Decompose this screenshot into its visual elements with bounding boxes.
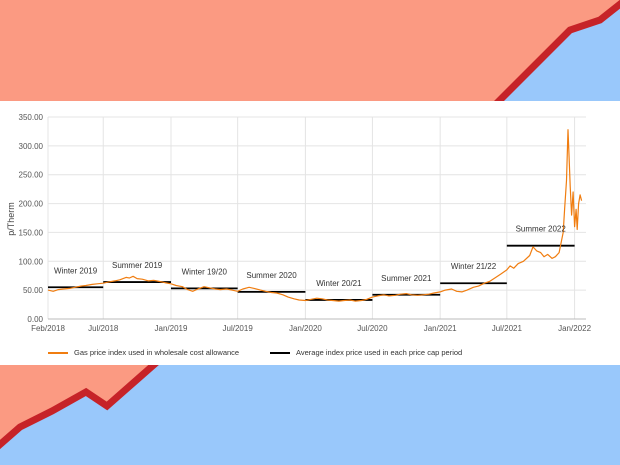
legend-swatch-gas bbox=[48, 351, 68, 354]
y-tick-label: 100.00 bbox=[19, 257, 44, 266]
gas-price-line bbox=[47, 129, 583, 302]
x-tick-label: Jan/2021 bbox=[424, 324, 457, 333]
y-tick-label: 200.00 bbox=[19, 200, 44, 209]
y-axis-label: p/Therm bbox=[6, 202, 16, 236]
period-label: Winter 2019 bbox=[54, 266, 98, 275]
x-tick-label: Jul/2021 bbox=[492, 324, 523, 333]
period-label: Summer 2020 bbox=[246, 271, 297, 280]
y-tick-label: 350.00 bbox=[19, 113, 44, 122]
legend-label-cap: Average index price used in each price c… bbox=[296, 348, 463, 357]
background-red-band-bottom bbox=[0, 358, 161, 450]
x-tick-label: Jan/2020 bbox=[289, 324, 322, 333]
legend-item-cap: Average index price used in each price c… bbox=[270, 348, 462, 357]
legend-swatch-cap bbox=[270, 351, 290, 354]
x-tick-label: Jul/2020 bbox=[357, 324, 388, 333]
period-label: Winter 21/22 bbox=[451, 262, 497, 271]
x-tick-label: Jan/2022 bbox=[558, 324, 591, 333]
background-blue-area-top bbox=[500, 5, 620, 101]
x-tick-label: Feb/2018 bbox=[31, 324, 65, 333]
y-tick-label: 300.00 bbox=[19, 142, 44, 151]
cap-period-series bbox=[48, 244, 575, 301]
chart-panel: Winter 2019 Summer 2019 Winter 19/20 Summer… bbox=[0, 101, 620, 365]
legend-label-gas: Gas price index used in wholesale cost a… bbox=[74, 348, 240, 357]
background-blue-area-bottom bbox=[0, 365, 620, 465]
axes: 0.00 50.00 100.00 150.00 200.00 250.00 300.00 3… bbox=[19, 113, 592, 333]
background-red-band-top bbox=[492, 0, 620, 108]
grid bbox=[47, 116, 586, 320]
period-label: Winter 19/20 bbox=[182, 267, 228, 276]
x-tick-label: Jan/2019 bbox=[155, 324, 188, 333]
y-tick-label: 150.00 bbox=[19, 228, 44, 237]
period-label: Summer 2021 bbox=[381, 274, 432, 283]
y-tick-label: 250.00 bbox=[19, 171, 44, 180]
gas-price-chart: Winter 2019 Summer 2019 Winter 19/20 Summer… bbox=[6, 113, 592, 333]
y-tick-label: 0.00 bbox=[27, 315, 43, 324]
period-label: Summer 2019 bbox=[112, 261, 163, 270]
period-label: Winter 20/21 bbox=[316, 279, 362, 288]
x-tick-label: Jul/2019 bbox=[223, 324, 254, 333]
legend-item-gas: Gas price index used in wholesale cost a… bbox=[48, 348, 239, 357]
y-tick-label: 50.00 bbox=[23, 286, 44, 295]
x-tick-label: Jul/2018 bbox=[88, 324, 119, 333]
period-labels: Winter 2019 Summer 2019 Winter 19/20 Summer… bbox=[54, 225, 566, 288]
period-label: Summer 2022 bbox=[516, 225, 567, 234]
